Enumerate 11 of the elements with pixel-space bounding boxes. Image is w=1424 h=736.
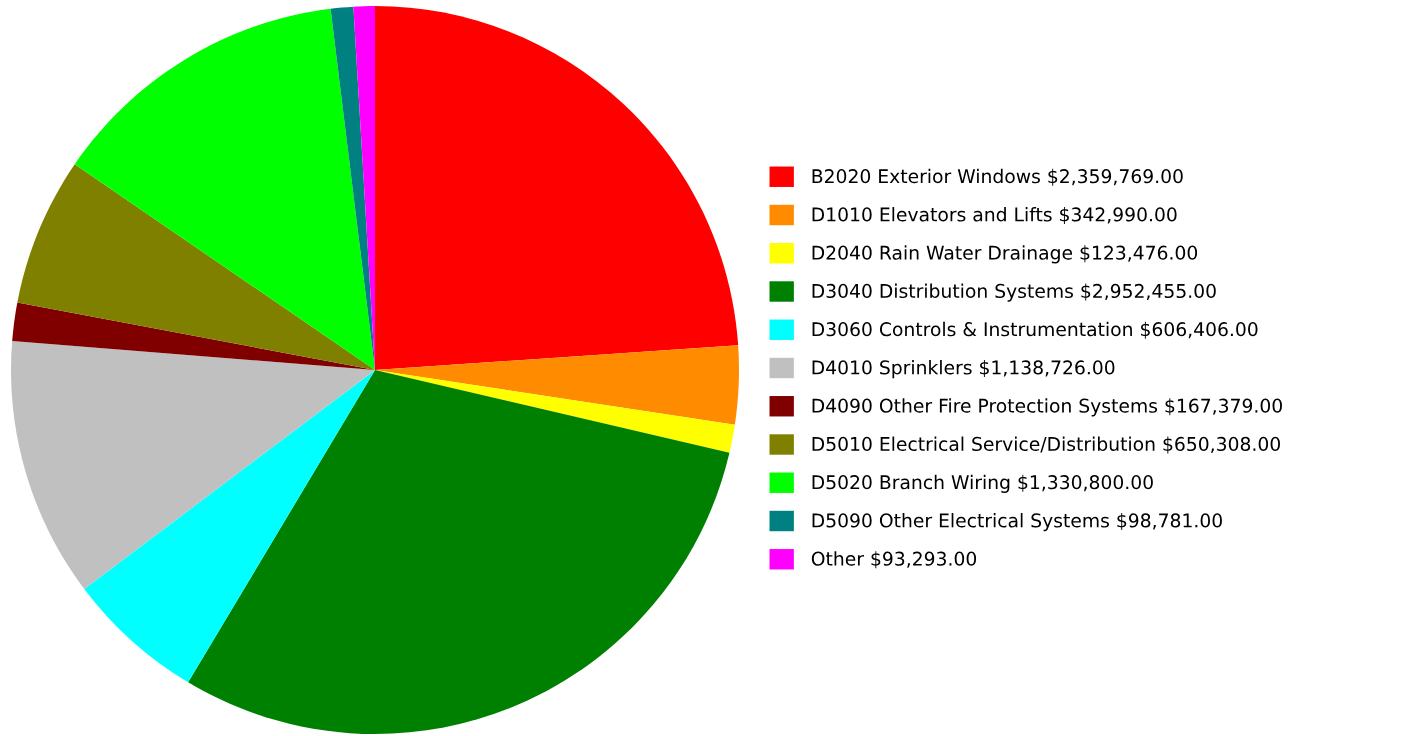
legend-label: D3060 Controls & Instrumentation $606,406.00: [812, 321, 1258, 339]
legend-label: D3040 Distribution Systems $2,952,455.00: [812, 283, 1216, 302]
legend-label: D1010 Elevators and Lifts $342,990.00: [812, 207, 1177, 225]
legend-label: D5090 Other Electrical Systems $98,781.00: [812, 513, 1222, 532]
legend-label: D4090 Other Fire Protection Systems $167,379.00: [812, 398, 1282, 417]
legend-label: D2040 Rain Water Drainage $123,476.00: [812, 245, 1198, 264]
legend-label: D4010 Sprinklers $1,138,726.00: [812, 360, 1115, 379]
legend-label: D5020 Branch Wiring $1,330,800.00: [812, 474, 1153, 493]
legend-label: B2020 Exterior Windows $2,359,769.00: [812, 168, 1183, 186]
legend-label: D5010 Electrical Service/Distribution $650,308.00: [812, 436, 1280, 454]
legend-label: Other $93,293.00: [811, 551, 977, 569]
